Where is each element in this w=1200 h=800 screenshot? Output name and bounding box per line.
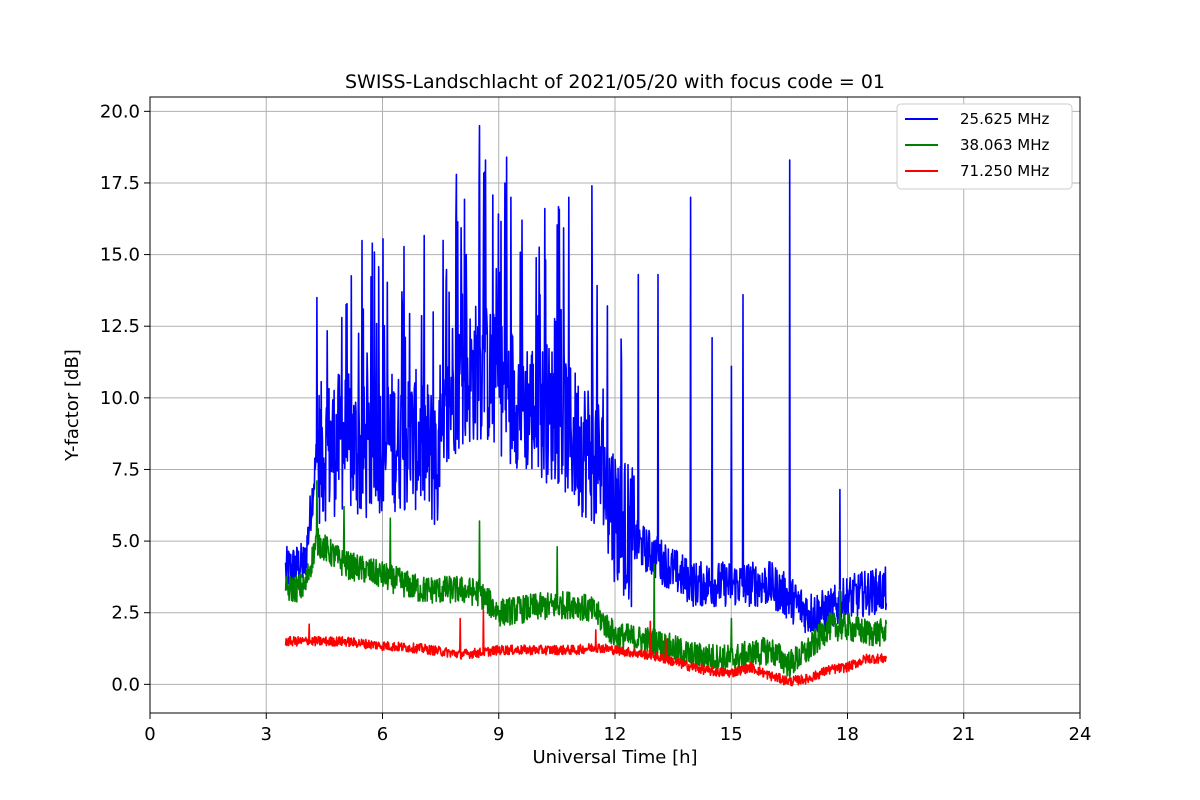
x-tick-label: 3 <box>261 724 272 745</box>
y-tick-label: 7.5 <box>111 459 140 480</box>
series-line-0 <box>284 124 888 635</box>
x-tick-label: 18 <box>836 724 859 745</box>
x-tick-label: 21 <box>952 724 975 745</box>
y-tick-label: 17.5 <box>100 173 140 194</box>
y-tick-label: 12.5 <box>100 316 140 337</box>
y-axis: 0.0 2.5 5.0 7.5 10.0 12.5 15.0 17.5 20.0 <box>100 101 150 695</box>
y-tick-label: 2.5 <box>111 603 140 624</box>
legend-label-1: 38.063 MHz <box>960 136 1049 154</box>
series-line-1 <box>284 480 888 678</box>
x-tick-label: 24 <box>1069 724 1092 745</box>
y-tick-label: 15.0 <box>100 245 140 266</box>
x-tick-label: 6 <box>377 724 388 745</box>
x-tick-label: 12 <box>604 724 627 745</box>
x-tick-label: 15 <box>720 724 743 745</box>
y-tick-label: 0.0 <box>111 674 140 695</box>
x-axis: 0 3 6 9 12 15 18 21 24 <box>144 713 1091 745</box>
legend-label-2: 71.250 MHz <box>960 162 1049 180</box>
series-group <box>284 124 888 687</box>
legend: 25.625 MHz 38.063 MHz 71.250 MHz <box>896 103 1073 190</box>
x-axis-label: Universal Time [h] <box>532 747 697 768</box>
y-tick-label: 20.0 <box>100 101 140 122</box>
chart-title: SWISS-Landschlacht of 2021/05/20 with fo… <box>345 71 885 93</box>
x-tick-label: 9 <box>493 724 504 745</box>
legend-label-0: 25.625 MHz <box>960 110 1049 128</box>
y-tick-label: 10.0 <box>100 388 140 409</box>
series-line-2 <box>284 609 888 687</box>
y-axis-label: Y-factor [dB] <box>62 349 83 462</box>
x-tick-label: 0 <box>144 724 155 745</box>
y-tick-label: 5.0 <box>111 531 140 552</box>
legend-box <box>896 103 1073 190</box>
